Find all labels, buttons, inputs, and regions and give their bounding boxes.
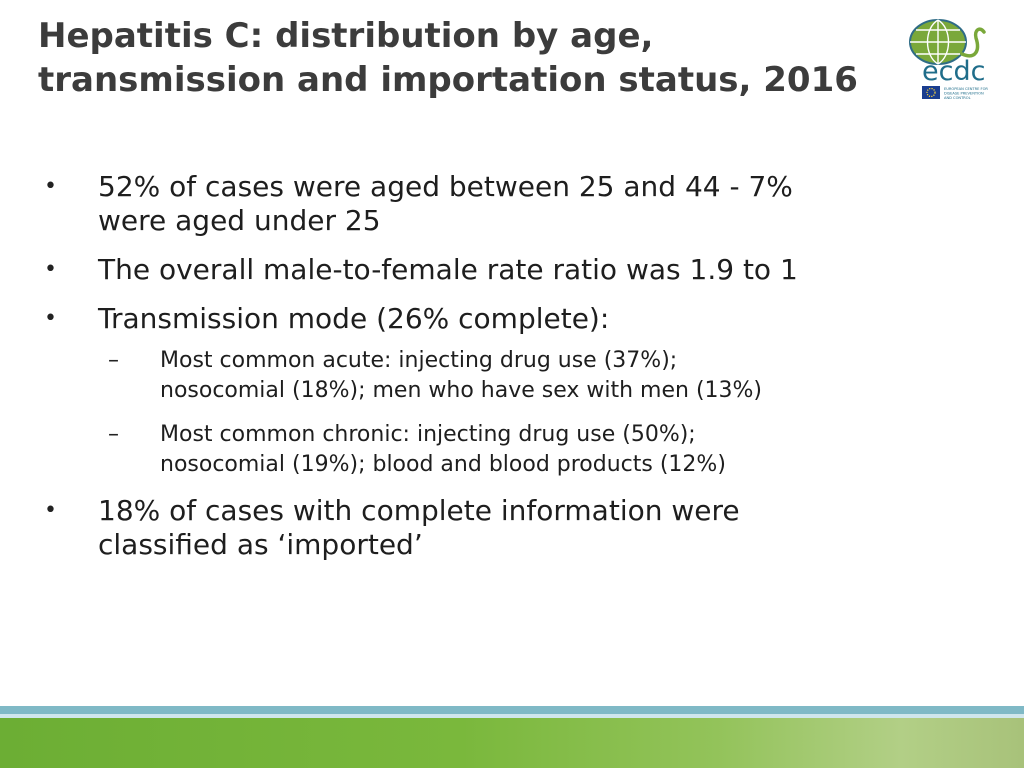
footer-teal-line (0, 706, 1024, 714)
bullet-marker: • (44, 306, 57, 331)
slide-title-line-2: transmission and importation status, 201… (38, 60, 858, 100)
sub-bullet-marker: – (108, 422, 119, 447)
bullet-item-age: • 52% of cases were aged between 25 and … (44, 170, 944, 238)
sub-bullet-text-line: nosocomial (18%); men who have sex with … (160, 378, 763, 403)
sub-bullet-text-line: nosocomial (19%); blood and blood produc… (160, 452, 726, 477)
bullet-text-line: 52% of cases were aged between 25 and 44… (98, 170, 793, 203)
ecdc-globe-logo-icon: ecdc EUROPEAN CENTRE FOR DISEASE PREVENT… (909, 19, 988, 100)
bullet-text-line: classified as ‘imported’ (98, 528, 423, 561)
bullet-item-imported: • 18% of cases with complete information… (44, 494, 944, 562)
bullet-marker: • (44, 498, 57, 523)
sub-bullet-marker: – (108, 348, 119, 373)
bullet-list: • 52% of cases were aged between 25 and … (44, 170, 944, 562)
sub-bullet-text: Most common acute: injecting drug use (3… (160, 346, 944, 406)
slide-title-line-1: Hepatitis C: distribution by age, (38, 16, 654, 56)
bullet-text-line: 18% of cases with complete information w… (98, 494, 740, 527)
bullet-item-rate-ratio: • The overall male-to-female rate ratio … (44, 253, 944, 287)
bullet-text-line: were aged under 25 (98, 204, 381, 237)
bullet-text: The overall male-to-female rate ratio wa… (98, 253, 944, 287)
slide-title: Hepatitis C: distribution by age, transm… (38, 14, 898, 102)
ecdc-tagline-line-1: EUROPEAN CENTRE FOR (944, 87, 988, 91)
bullet-text-line: Transmission mode (26% complete): (98, 302, 610, 335)
ecdc-wordmark: ecdc (922, 56, 985, 87)
sub-bullet-acute: – Most common acute: injecting drug use … (108, 346, 944, 406)
footer-light-line (0, 714, 1024, 718)
bullet-text: 52% of cases were aged between 25 and 44… (98, 170, 944, 238)
globe-icon (909, 19, 986, 65)
slide-footer (0, 700, 1024, 768)
bullet-text: 18% of cases with complete information w… (98, 494, 944, 562)
ecdc-tagline-line-3: AND CONTROL (944, 96, 971, 100)
sub-bullet-text: Most common chronic: injecting drug use … (160, 420, 944, 480)
sub-bullet-chronic: – Most common chronic: injecting drug us… (108, 420, 944, 480)
footer-green-band (0, 718, 1024, 768)
bullet-item-transmission: • Transmission mode (26% complete): (44, 302, 944, 336)
sub-bullet-text-line: Most common acute: injecting drug use (3… (160, 348, 678, 373)
sub-bullet-text-line: Most common chronic: injecting drug use … (160, 422, 696, 447)
bullet-marker: • (44, 174, 57, 199)
bullet-text: Transmission mode (26% complete): (98, 302, 944, 336)
ecdc-tagline-line-2: DISEASE PREVENTION (944, 92, 984, 96)
bullet-text-line: The overall male-to-female rate ratio wa… (98, 253, 798, 286)
eu-flag-icon (922, 86, 940, 99)
bullet-marker: • (44, 257, 57, 282)
